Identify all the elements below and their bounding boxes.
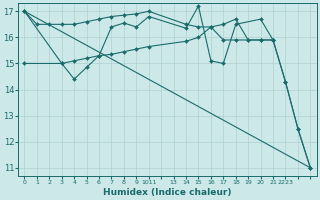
X-axis label: Humidex (Indice chaleur): Humidex (Indice chaleur) xyxy=(103,188,232,197)
